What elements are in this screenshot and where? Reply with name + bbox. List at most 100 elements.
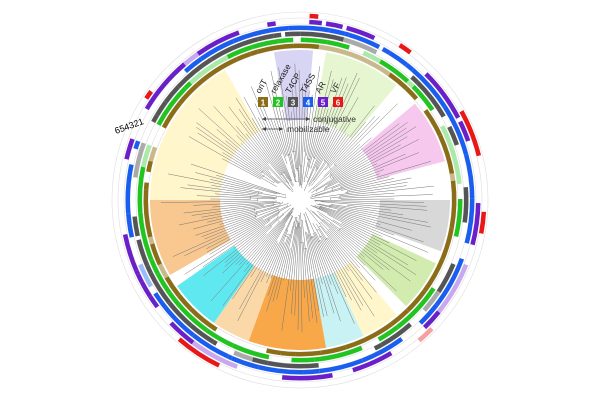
ring-5-ar-segment (148, 295, 160, 309)
tree-branch (323, 103, 398, 177)
tree-branch (202, 220, 270, 267)
ring-2-relaxase-segment (313, 345, 363, 362)
ring-5-ar-segment (266, 21, 276, 27)
tree-branch (290, 222, 299, 315)
tree-branch (222, 152, 263, 178)
tree-branch (332, 122, 408, 177)
ring-1-orit-segment (449, 173, 456, 182)
ring-1-orit-segment (195, 57, 238, 87)
tree-branch (340, 227, 378, 254)
legend-number: 1 (261, 99, 266, 108)
tree-branch (300, 78, 307, 186)
tree-branch (321, 235, 364, 306)
ring-2-relaxase-segment (411, 85, 418, 91)
tree-branch (339, 185, 434, 197)
ring-2-relaxase-segment (251, 39, 279, 50)
legend-number: 5 (321, 99, 326, 108)
ring-3-t4cp-segment (133, 142, 146, 178)
ring-3-t4cp-segment (145, 264, 153, 274)
legend-item-orit: 1 oriT (253, 77, 269, 107)
tree-branch (313, 232, 339, 294)
tree-branch (266, 234, 290, 312)
tree-branch (251, 118, 288, 179)
tree-branch (294, 63, 300, 187)
ring-guide (111, 11, 489, 389)
tree-branch (188, 136, 277, 187)
tree-branch (287, 233, 290, 236)
tree-branch (316, 203, 379, 219)
tree-branch (259, 98, 283, 155)
tree-branch (193, 201, 275, 206)
tree-branch (338, 153, 406, 184)
ring-1-orit-segment (256, 43, 294, 54)
legend-swatch (333, 97, 343, 107)
ring-4-t4ss-segment (464, 198, 475, 244)
tree-branch (254, 103, 294, 185)
ring-4-t4ss-segment (348, 32, 381, 50)
tree-branch (320, 225, 363, 281)
ring-4-t4ss-segment (442, 105, 469, 156)
tree-branch (312, 211, 365, 258)
tree-branch (311, 105, 375, 186)
tree-branch (195, 214, 258, 236)
ring-2-relaxase-segment (300, 37, 305, 43)
tree-branch (327, 231, 361, 269)
tree-branch (326, 134, 349, 164)
ring-1-orit-segment (249, 49, 259, 57)
ring-3-t4cp-segment (284, 31, 301, 37)
legend-number: 3 (291, 99, 296, 108)
tree-branch (190, 163, 286, 196)
ring-1-orit-segment (189, 307, 218, 332)
tree-branch (347, 177, 412, 191)
tree-branch (270, 242, 285, 279)
ring-1-orit-segment (177, 294, 193, 311)
tree-branch (222, 158, 262, 180)
tree-branch (292, 191, 294, 193)
tree-branch (315, 200, 427, 207)
tree-branch (320, 201, 428, 211)
ring-2-relaxase-segment (440, 125, 448, 134)
tree-branch (193, 205, 281, 230)
tree-branch (273, 120, 287, 157)
ring-4-t4ss-segment (361, 337, 404, 363)
ring-1-orit-segment (422, 258, 445, 293)
tree-branch (180, 187, 276, 198)
tree-branch (327, 237, 373, 300)
clade-highlight (213, 265, 273, 341)
ring-5-ar-segment (424, 72, 461, 119)
ring-5-ar-segment (183, 52, 200, 66)
ring-4-t4ss-segment (232, 25, 289, 44)
tree-branch (196, 195, 276, 200)
tree-branch (286, 217, 298, 280)
ring-1-orit-segment (280, 350, 296, 357)
ring-4-t4ss-segment (200, 39, 235, 61)
clade-highlight (333, 261, 397, 336)
tree-branch (314, 200, 424, 203)
ring-2-relaxase-segment (396, 287, 436, 329)
ring-4-t4ss-segment (133, 140, 141, 150)
ring-2-relaxase-segment (226, 44, 253, 59)
tree-branch (211, 185, 286, 198)
ring-5-ar-segment (196, 30, 240, 56)
tree-branch (303, 108, 320, 182)
ring-5-ar-segment (346, 25, 376, 41)
clade-highlight (170, 70, 260, 160)
tree-branch (310, 77, 343, 169)
tree-branch (305, 231, 320, 312)
ring-3-t4cp-segment (132, 216, 140, 237)
tree-branch (271, 92, 296, 182)
legend-number: 4 (306, 99, 311, 108)
legend-swatch (303, 97, 313, 107)
ring-2-relaxase-segment (416, 90, 435, 112)
tree-branch (308, 97, 359, 185)
ring-4-t4ss-segment (258, 365, 304, 375)
ring-2-relaxase-segment (406, 79, 415, 89)
tree-branch (270, 118, 288, 164)
ring-2-relaxase-segment (232, 343, 270, 360)
tree-branch (205, 218, 264, 250)
tree-branch (338, 194, 433, 199)
ring-4-t4ss-segment (230, 356, 260, 370)
tree-branch (225, 140, 279, 183)
ring-4-t4ss-segment (191, 333, 229, 359)
